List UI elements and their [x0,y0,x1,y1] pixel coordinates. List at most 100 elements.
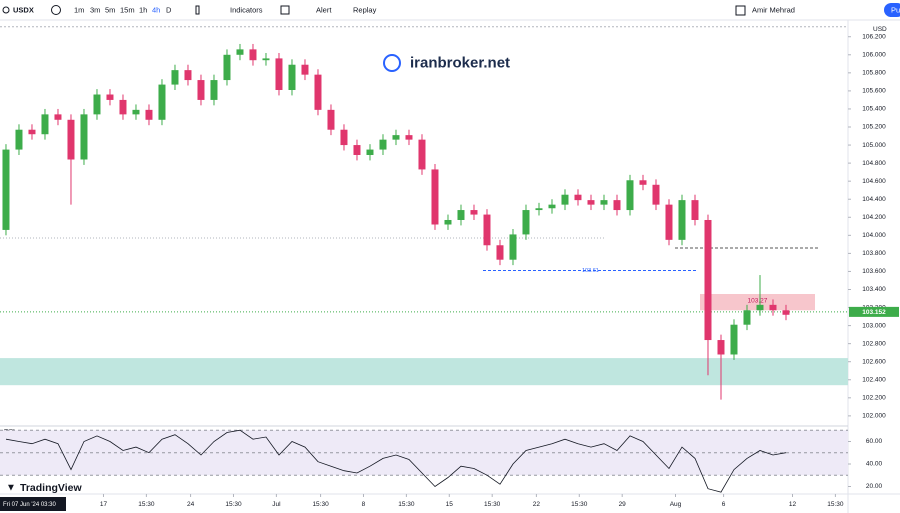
level-label: 103.61 [582,268,599,274]
candle-body [28,129,36,135]
search-icon[interactable] [2,6,10,14]
y-tick-label: 102.600 [862,358,886,365]
candle-body [275,58,283,90]
candle-body [743,310,751,325]
rsi-band [0,430,848,476]
x-tick-label: 17 [100,501,108,508]
x-tick-label: 15:30 [138,501,155,508]
y-tick-label: 104.000 [862,232,886,239]
currency-label[interactable]: USD [873,26,887,33]
y-tick-label: 105.800 [862,70,886,77]
x-tick-label: Jul [272,501,281,508]
interval[interactable]: D [166,5,172,14]
candle-body [54,114,62,120]
candle-body [418,139,426,170]
candle-body [93,94,101,115]
candle-body [431,169,439,225]
candle-body [600,200,608,205]
y-tick-label: 104.200 [862,214,886,221]
interval[interactable]: 3m [90,5,100,14]
last-price-badge [849,306,899,317]
candle-body [756,304,764,311]
candle-body [444,219,452,225]
interval[interactable]: 1h [139,5,147,14]
y-tick-label: 40.00 [866,461,883,468]
candle-body [392,135,400,140]
interval[interactable]: 5m [105,5,115,14]
candle-body [314,74,322,110]
publish-button[interactable] [884,3,900,17]
interval[interactable]: 1m [74,5,84,14]
candle-body [574,194,582,201]
account-box[interactable] [735,5,746,16]
candle-body [652,184,660,205]
y-tick-label: 106.200 [862,33,886,40]
candle-body [548,204,556,209]
publish-label[interactable]: Pu [891,5,900,14]
y-tick-label: 103.600 [862,268,886,275]
candle-body [379,139,387,150]
y-tick-label: 106.000 [862,52,886,59]
last-price-label: 103.152 [862,309,886,316]
candle-body [158,84,166,120]
indicators-button[interactable]: Indicators [230,5,263,14]
y-tick-label: 102.200 [862,395,886,402]
alert-button[interactable]: Alert [316,5,332,14]
user-name[interactable]: Amir Mehrad [752,5,795,14]
x-tick-label: 15:30 [398,501,415,508]
y-tick-label: 102.000 [862,413,886,420]
watermark-logo [383,54,401,72]
candle-body [340,129,348,146]
candle-body [80,114,88,160]
candle-body [457,210,465,220]
candle-body [236,49,244,55]
candle-body [249,49,257,61]
candle-body [639,180,647,185]
candle-body [145,109,153,120]
candle-body [405,135,413,140]
candle-body [665,204,673,240]
x-tick-label: 15:30 [571,501,588,508]
candle-body [67,119,75,160]
x-tick-label: Aug [670,501,682,508]
y-tick-label: 105.000 [862,142,886,149]
candle-body [769,304,777,311]
candle-body [613,200,621,211]
compare-button[interactable] [51,5,61,15]
chart-type-button[interactable] [195,5,200,15]
y-tick-label: 104.800 [862,160,886,167]
zone-label: 103.27 [748,298,768,305]
interval-active[interactable]: 4h [152,5,160,14]
layout-button[interactable] [280,5,290,15]
y-tick-label: 105.400 [862,106,886,113]
y-tick-label: 60.00 [866,438,883,445]
y-tick-label: 105.200 [862,124,886,131]
x-tick-label: 15:30 [484,501,501,508]
candle-body [509,234,517,260]
candle-body [132,109,140,115]
y-tick-label: 102.800 [862,340,886,347]
replay-button[interactable]: Replay [353,5,377,14]
x-tick-label: 8 [362,501,366,508]
candle-body [535,208,543,211]
symbol[interactable]: USDX [13,5,34,14]
interval[interactable]: 15m [120,5,135,14]
candle-body [15,129,23,150]
y-tick-label: 104.400 [862,196,886,203]
candle-body [561,194,569,205]
candle-body [171,70,179,85]
y-tick-label: 103.400 [862,286,886,293]
x-tick-label: 15:30 [827,501,844,508]
candle-body [2,149,10,230]
candle-body [210,80,218,100]
candle-body [717,340,725,355]
y-tick-label: 103.000 [862,322,886,329]
candle-body [301,64,309,75]
candle-body [353,145,361,155]
candle-body [366,149,374,155]
candle-body [496,245,504,260]
candle-body [184,70,192,81]
candle-body [587,200,595,205]
cursor-date-box [0,497,66,511]
